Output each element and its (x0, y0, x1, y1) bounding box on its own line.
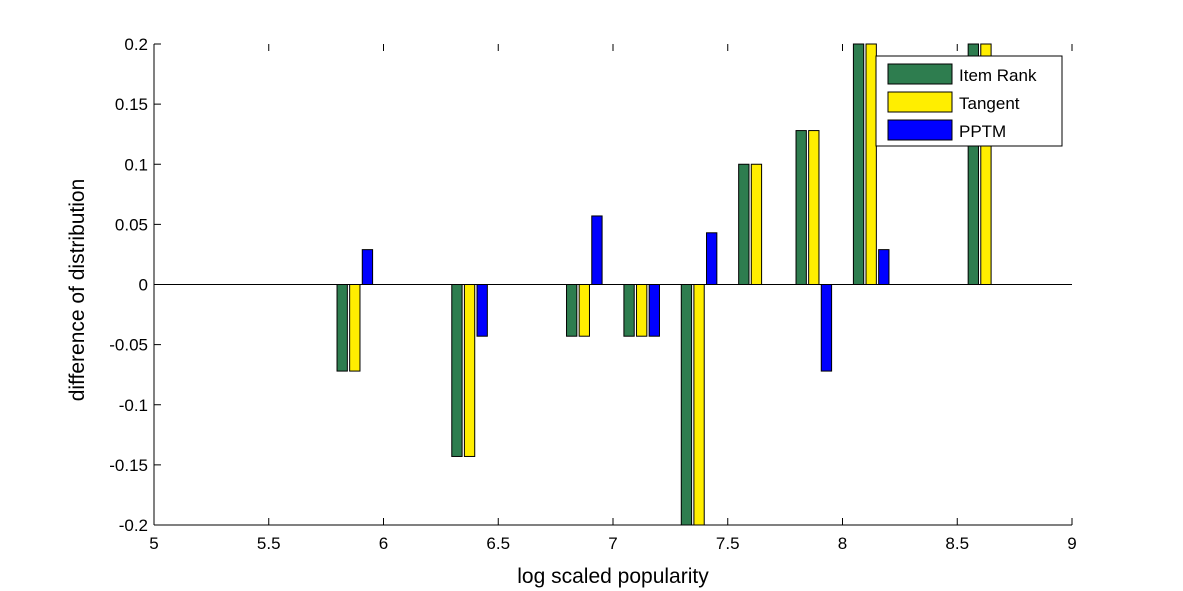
bar-tangent-7 (865, 43, 877, 285)
x-tick-label: 8 (838, 534, 847, 553)
x-tick-label: 6 (379, 534, 388, 553)
bar-pptm-3 (648, 284, 660, 337)
y-tick-label: -0.15 (109, 456, 148, 475)
bar-item-rank-2 (566, 284, 578, 337)
bar-pptm-4 (706, 232, 718, 285)
bar-item-rank-7 (852, 43, 865, 285)
y-axis-title: difference of distribution (66, 179, 89, 402)
bar-tangent-0 (349, 284, 361, 372)
bar-item-rank-0 (336, 284, 348, 372)
bar-tangent-3 (636, 284, 648, 337)
x-tick-label: 9 (1067, 534, 1076, 553)
y-tick-label: 0.15 (115, 95, 148, 114)
legend: Item Rank Tangent PPTM (875, 55, 1063, 147)
ticks-group: 5 5.5 6 6.5 7 7.5 8 8.5 9 -0.2 -0.15 -0.1 -0.05 0 0.05… (109, 35, 1076, 553)
y-tick-label: 0.05 (115, 215, 148, 234)
bar-pptm-7 (878, 249, 890, 286)
bar-pptm-1 (476, 284, 488, 337)
y-tick-label: -0.2 (119, 516, 148, 535)
x-axis-title: log scaled popularity (517, 565, 709, 588)
y-tick-label: 0.2 (124, 35, 148, 54)
bar-tangent-2 (578, 284, 590, 337)
y-tick-label: -0.05 (109, 336, 148, 355)
x-tick-label: 5.5 (257, 534, 281, 553)
bar-item-rank-4 (680, 284, 693, 526)
bar-pptm-0 (361, 249, 374, 286)
bar-item-rank-6 (795, 130, 807, 285)
legend-label: Tangent (959, 94, 1020, 113)
x-tick-label: 5 (149, 534, 158, 553)
x-tick-label: 6.5 (486, 534, 510, 553)
legend-swatch (887, 91, 953, 113)
bar-pptm-6 (820, 284, 833, 372)
bar-tangent-4 (693, 284, 705, 526)
x-tick-label: 7 (608, 534, 617, 553)
bar-item-rank-5 (738, 163, 750, 285)
bar-tangent-1 (463, 284, 476, 457)
bar-item-rank-1 (451, 284, 463, 457)
legend-swatch (887, 63, 953, 85)
bar-pptm-2 (591, 215, 603, 286)
x-tick-label: 8.5 (945, 534, 969, 553)
bar-item-rank-3 (623, 284, 635, 337)
y-tick-label: -0.1 (119, 396, 148, 415)
x-tick-label: 7.5 (716, 534, 740, 553)
y-tick-label: 0.1 (124, 155, 148, 174)
bar-tangent-6 (808, 130, 820, 285)
legend-swatch (887, 119, 953, 141)
y-tick-label: 0 (139, 276, 148, 295)
legend-label: PPTM (959, 122, 1006, 141)
legend-label: Item Rank (959, 66, 1037, 85)
bar-tangent-5 (750, 163, 763, 285)
bars-group (336, 43, 992, 526)
